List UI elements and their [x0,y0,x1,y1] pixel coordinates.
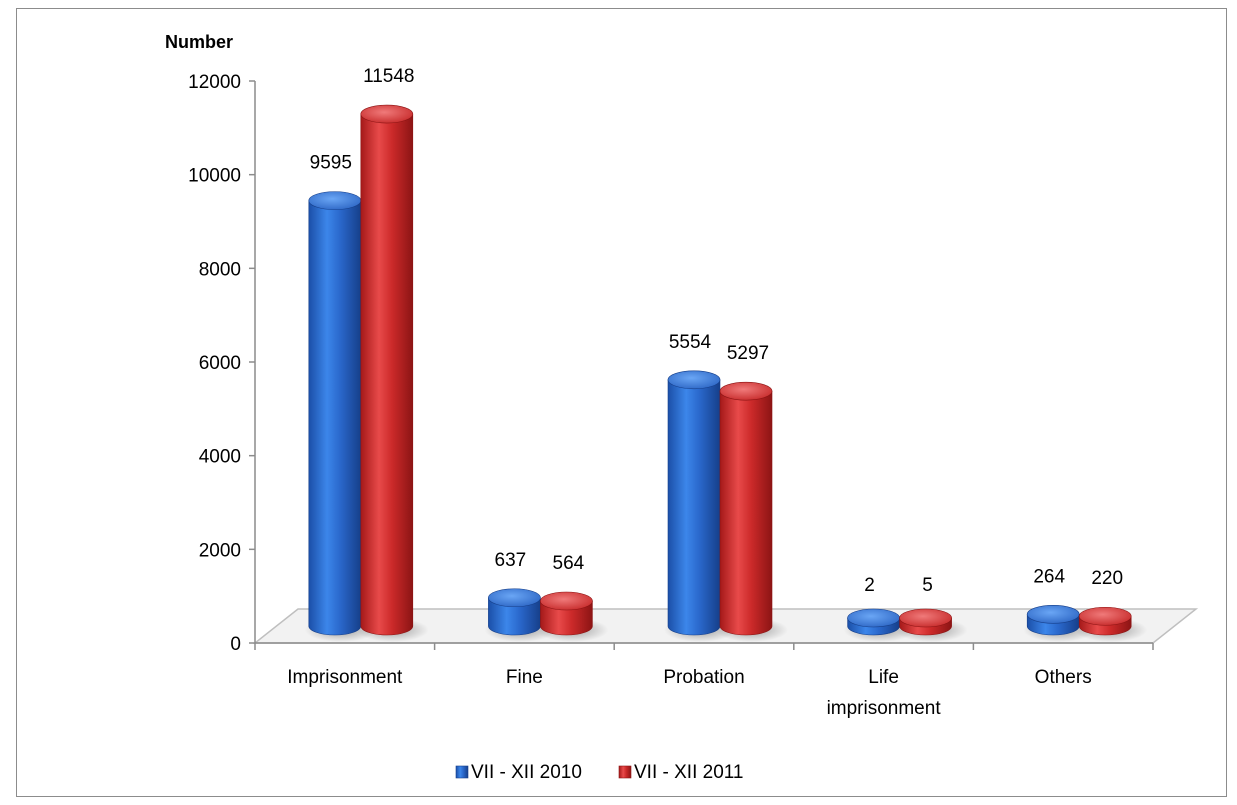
legend-label: VII - XII 2010 [471,762,582,783]
bar-top [667,370,721,390]
legend-swatch [455,765,469,779]
x-tick-label-line: Fine [506,667,543,688]
bar-top [1026,604,1080,624]
legend-swatch [618,765,632,779]
x-tick-label: Probation [663,667,744,688]
y-tick-label: 10000 [188,166,241,187]
x-tick-label-line: imprisonment [827,698,942,719]
x-tick-label: Others [1035,667,1092,688]
bar-body [540,600,593,636]
bar [1075,606,1148,642]
bar-top [847,608,900,628]
y-axis-title: Number [165,32,233,52]
bar [895,608,968,642]
x-tick-label: Imprisonment [287,667,403,688]
data-label: 9595 [310,153,352,174]
y-tick-label: 8000 [199,259,241,280]
bar-top [360,104,414,124]
bar-top [540,591,593,611]
x-axis: Imprisonment Fine Probation Life imprisonmen… [254,642,1154,719]
bar-top [1078,606,1132,626]
data-label: 5554 [669,332,712,353]
y-tick-label: 6000 [199,353,241,374]
bar-top [899,608,952,628]
bar-body [719,390,773,636]
legend: VII - XII 2010 VII - XII 2011 [455,762,743,783]
y-axis: 0 2000 4000 6000 8000 10000 12000 [188,72,256,655]
bar-top [488,588,541,608]
bar [664,370,736,642]
bars [304,104,1148,642]
bar [356,104,429,642]
x-tick-label-line: Life [868,667,899,688]
data-label: 2 [864,575,875,596]
bar-top [308,191,362,210]
bar-body [308,200,362,636]
data-label: 564 [553,553,585,574]
bar-top [719,381,773,401]
x-tick-label: Life imprisonment [827,667,942,719]
x-tick-label-line: Imprisonment [287,667,403,688]
bar [843,608,916,642]
legend-label: VII - XII 2011 [634,762,743,783]
legend-item: VII - XII 2011 [618,762,743,783]
data-label: 220 [1091,568,1123,589]
data-label: 5297 [727,343,769,364]
bar [536,591,609,642]
data-label: 5 [922,575,933,596]
y-tick-label: 12000 [188,72,241,93]
chart-frame [16,8,1227,797]
data-label: 637 [495,550,527,571]
x-tick-label: Fine [506,667,543,688]
bar [1023,604,1096,642]
data-labels: 9595 11548 637 564 5554 5297 2 5 264 220 [310,66,1123,596]
data-label: 11548 [363,66,414,87]
legend-item: VII - XII 2010 [455,762,582,783]
y-tick-label: 0 [230,634,241,655]
bar [716,381,788,642]
data-label: 264 [1033,566,1065,587]
bar-body [667,379,721,636]
y-tick-label: 2000 [199,540,241,561]
x-tick-label-line: Probation [663,667,744,688]
x-tick-label-line: Others [1035,667,1092,688]
bar [484,588,557,642]
y-tick-label: 4000 [199,447,241,468]
bar-body [360,113,414,636]
